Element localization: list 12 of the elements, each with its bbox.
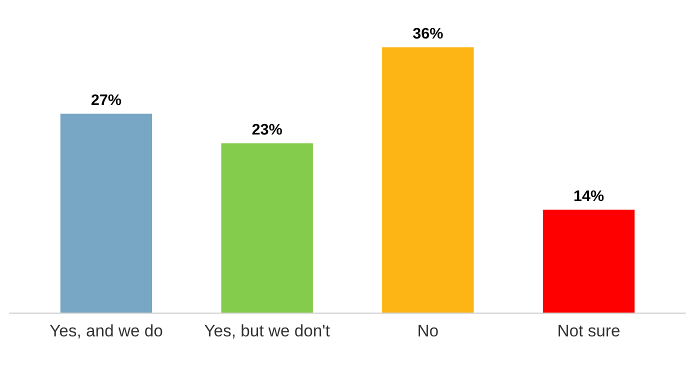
x-tick-label: Yes, but we don't <box>204 324 330 338</box>
data-label: 14% <box>574 190 604 202</box>
x-tick-label: No <box>418 324 438 337</box>
bar <box>382 47 474 314</box>
data-label: 23% <box>252 124 282 135</box>
data-label: 27% <box>91 94 122 106</box>
x-tick-label: Yes, and we do <box>50 324 162 338</box>
bar <box>221 143 313 314</box>
data-label: 36% <box>412 28 443 39</box>
bar <box>542 210 635 314</box>
x-tick-label: Not sure <box>558 324 620 337</box>
bar <box>60 114 152 314</box>
